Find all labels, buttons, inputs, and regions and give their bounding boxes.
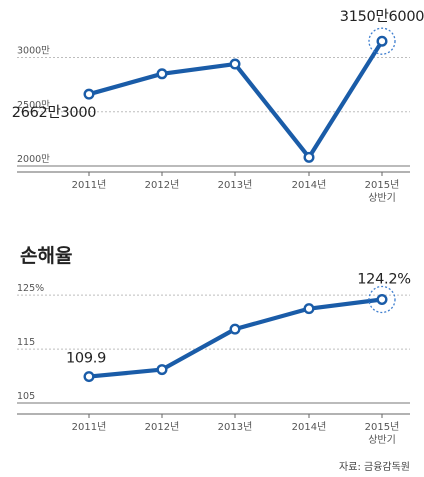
series-line xyxy=(86,297,385,379)
x-tick-label: 상반기 xyxy=(368,192,396,204)
chart-1-population: 2000만 2500만 3000만 2011년 2012년 2013년 2014년 2015년… xyxy=(12,8,424,204)
x-tick-label: 2011년 xyxy=(72,421,107,433)
data-label: 109.9 xyxy=(66,351,106,367)
x-tick-label: 2015년 xyxy=(365,179,400,191)
x-tick-label: 2012년 xyxy=(145,179,180,191)
source-note: 자료: 금융감독원 xyxy=(339,461,410,473)
y-tick-label: 3000만 xyxy=(17,46,50,57)
y-tick-label: 2500만 xyxy=(17,100,50,111)
x-tick-label: 2013년 xyxy=(218,179,253,191)
data-label: 124.2% xyxy=(357,271,411,287)
data-point xyxy=(156,364,168,376)
data-point xyxy=(303,303,315,315)
data-point xyxy=(229,323,241,335)
x-tick-label: 2013년 xyxy=(218,421,253,433)
chart-2-title: 손해율 xyxy=(20,245,72,267)
y-tick-label: 2000만 xyxy=(17,154,50,165)
x-tick-label: 2012년 xyxy=(145,421,180,433)
data-point xyxy=(376,35,388,47)
data-point xyxy=(229,58,241,70)
x-tick-label: 2014년 xyxy=(292,179,327,191)
data-point xyxy=(83,88,95,100)
data-point xyxy=(83,371,95,383)
data-point xyxy=(376,293,388,305)
x-tick-label: 상반기 xyxy=(368,434,396,446)
x-tick-label: 2014년 xyxy=(292,421,327,433)
y-tick-label: 115 xyxy=(17,337,35,348)
data-point xyxy=(303,151,315,163)
x-tick-label: 2015년 xyxy=(365,421,400,433)
data-label: 2662만3000 xyxy=(12,104,97,121)
y-tick-label: 105 xyxy=(17,391,35,402)
x-tick-label: 2011년 xyxy=(72,179,107,191)
y-tick-label: 125% xyxy=(17,283,44,294)
highlight-ring xyxy=(368,27,396,55)
highlight-ring xyxy=(368,285,396,314)
data-label: 3150만6000 xyxy=(340,8,424,25)
data-point xyxy=(156,68,168,80)
